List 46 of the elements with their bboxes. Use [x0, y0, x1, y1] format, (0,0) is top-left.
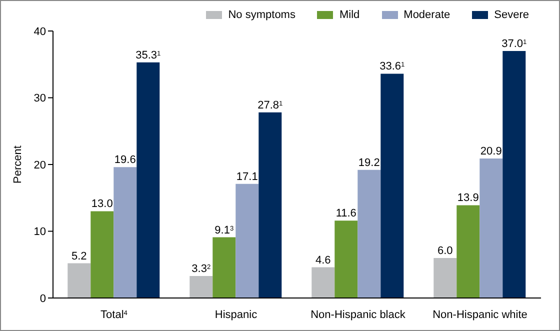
x-tick-label: Non-Hispanic white: [432, 309, 528, 321]
bar: [502, 51, 526, 298]
data-label: 11.6: [336, 208, 356, 220]
bar: [190, 276, 213, 298]
data-label: 19.6: [114, 154, 136, 166]
bar: [358, 170, 381, 298]
x-tick-label: Hispanic: [214, 309, 258, 321]
legend-label: Mild: [338, 9, 360, 21]
y-tick-label: 0: [40, 292, 46, 305]
data-label: 9.1$^{3}$: [214, 224, 234, 236]
bar: [114, 167, 137, 298]
data-label: 33.6$^{1}$: [380, 60, 406, 73]
bar: [434, 258, 457, 298]
data-label: 6.0: [437, 244, 453, 257]
data-label: 17.1: [236, 170, 258, 183]
bar: [334, 220, 358, 298]
x-tick-label: Total$^{4}$: [100, 309, 128, 321]
bar: [312, 267, 335, 298]
y-axis-title: Percent: [12, 146, 24, 184]
bar: [212, 237, 236, 298]
bar: [90, 211, 114, 298]
bar: [480, 158, 503, 298]
data-label: 19.2: [358, 156, 380, 169]
data-label: 37.0$^{1}$: [502, 38, 528, 50]
y-tick-label: 20: [34, 159, 46, 172]
legend-label: No symptoms: [227, 9, 296, 21]
legend-label: Severe: [493, 9, 529, 21]
data-label: 5.2: [71, 250, 87, 262]
data-label: 35.3$^{1}$: [136, 49, 162, 62]
data-label: 27.8$^{1}$: [258, 99, 284, 112]
bar: [136, 62, 160, 298]
x-tick-label: Non-Hispanic black: [310, 309, 406, 321]
data-label: 13.9: [457, 192, 479, 204]
y-tick-label: 40: [34, 26, 46, 38]
data-label: 13.0: [91, 198, 113, 210]
data-label: 3.3$^{2}$: [192, 262, 211, 275]
y-tick-label: 30: [34, 92, 46, 105]
bar: [236, 184, 259, 298]
bar: [380, 74, 404, 298]
legend-label: Moderate: [402, 9, 450, 21]
data-label: 20.9: [480, 145, 502, 158]
bar: [456, 205, 480, 298]
data-label: 4.6: [315, 254, 331, 266]
y-tick-label: 10: [34, 226, 46, 238]
bar: [68, 263, 91, 298]
bar: [258, 112, 282, 298]
